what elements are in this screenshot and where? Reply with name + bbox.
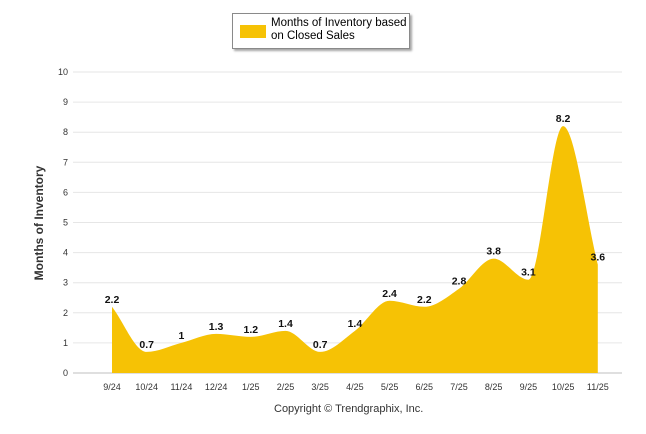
x-tick-label: 12/24	[205, 382, 228, 392]
data-label: 3.1	[521, 267, 536, 279]
data-label: 1.4	[278, 318, 293, 330]
x-tick-label: 11/24	[170, 382, 192, 392]
data-label: 1.2	[243, 324, 258, 336]
x-tick-label: 1/25	[242, 382, 260, 392]
data-label: 3.6	[590, 252, 605, 264]
data-label: 2.4	[382, 288, 397, 300]
y-tick-label: 9	[63, 97, 68, 107]
y-tick-label: 0	[63, 368, 68, 378]
data-label: 8.2	[556, 113, 571, 125]
x-tick-label: 6/25	[416, 382, 434, 392]
data-label: 2.8	[452, 276, 467, 288]
y-tick-label: 8	[63, 127, 68, 137]
data-label: 0.7	[313, 339, 328, 351]
x-tick-label: 11/25	[587, 382, 609, 392]
x-tick-label: 9/24	[103, 382, 121, 392]
y-axis-title: Months of Inventory	[32, 165, 46, 281]
x-axis-ticks: 9/24 10/24 11/24 12/24 1/25 2/25 3/25 4/25 5/25 6…	[103, 382, 608, 392]
y-tick-label: 1	[63, 338, 68, 348]
data-label: 2.2	[417, 294, 432, 306]
data-labels: 2.2 0.7 1 1.3 1.2 1.4 0.7 1.4 2.4 2.2 2.8 3.8 3.1 8.2…	[105, 113, 606, 351]
x-tick-label: 9/25	[520, 382, 538, 392]
copyright-text: Copyright © Trendgraphix, Inc.	[274, 403, 424, 415]
data-label: 0.7	[139, 339, 154, 351]
data-label: 2.2	[105, 294, 120, 306]
legend-label: Months of Inventory based on Closed Sale…	[271, 17, 407, 42]
y-tick-label: 6	[63, 187, 68, 197]
data-label: 3.8	[486, 246, 501, 258]
x-tick-label: 2/25	[277, 382, 295, 392]
x-tick-label: 5/25	[381, 382, 399, 392]
gridlines	[73, 71, 622, 374]
y-tick-label: 7	[63, 157, 68, 167]
x-tick-label: 3/25	[311, 382, 329, 392]
x-tick-label: 4/25	[346, 382, 364, 392]
y-tick-label: 5	[63, 218, 68, 228]
y-tick-label: 3	[63, 278, 68, 288]
y-tick-label: 4	[63, 248, 68, 258]
y-axis-ticks: 0 1 2 3 4 5 6 7 8 9 10	[58, 67, 68, 378]
data-label: 1.4	[348, 318, 363, 330]
x-tick-label: 10/25	[552, 382, 575, 392]
x-tick-label: 7/25	[450, 382, 468, 392]
x-tick-label: 8/25	[485, 382, 503, 392]
legend-swatch	[240, 25, 266, 38]
area-series-months-of-inventory	[112, 126, 598, 374]
data-label: 1	[178, 330, 184, 342]
y-tick-label: 10	[58, 67, 68, 77]
data-label: 1.3	[209, 321, 224, 333]
y-tick-label: 2	[63, 308, 68, 318]
legend: Months of Inventory based on Closed Sale…	[232, 13, 410, 49]
x-tick-label: 10/24	[135, 382, 158, 392]
